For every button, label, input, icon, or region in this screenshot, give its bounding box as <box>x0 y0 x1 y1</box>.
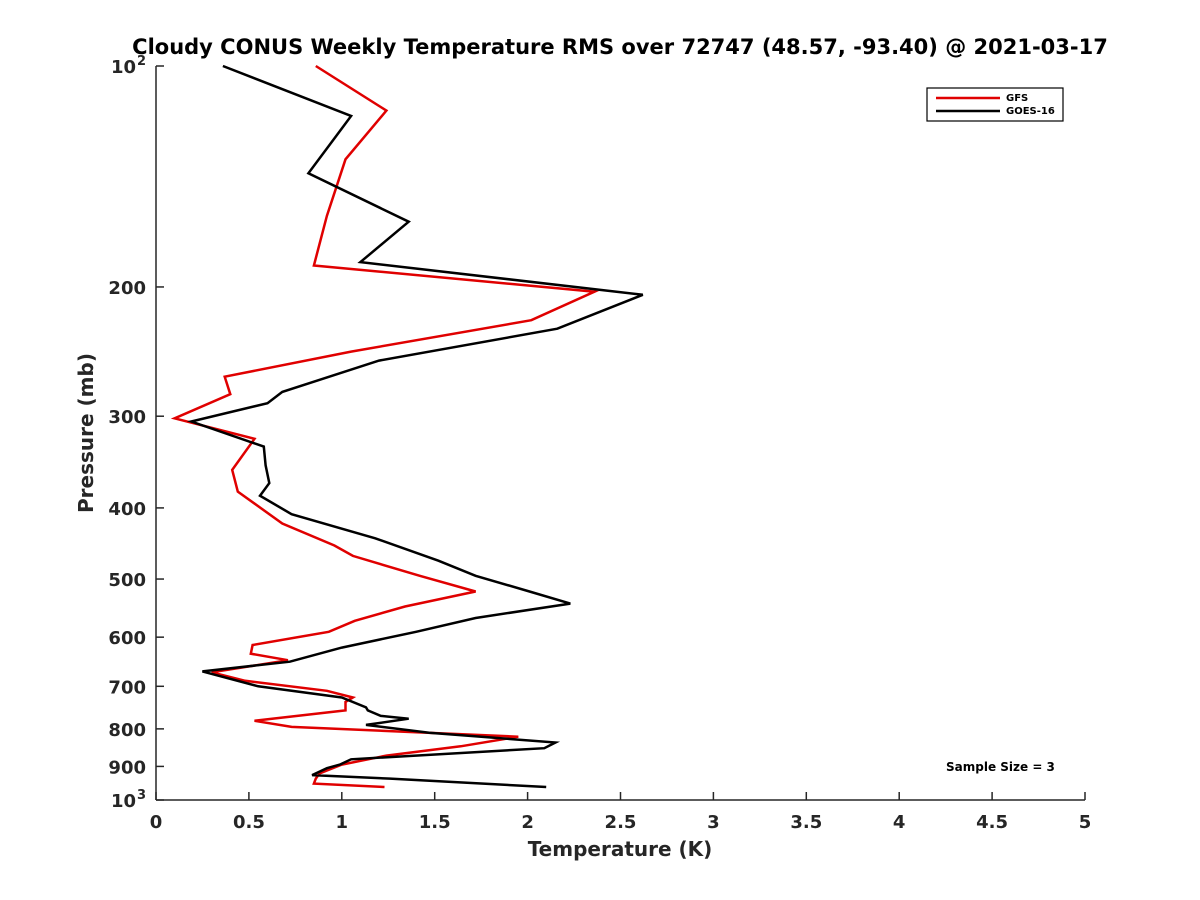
x-tick-label: 4.5 <box>976 812 1008 833</box>
x-axis-ticks: 0 0.5 1 1.5 2 2.5 3 3.5 4 4.5 5 <box>150 792 1092 833</box>
x-axis-label: Temperature (K) <box>528 837 713 861</box>
series-line-gfs <box>170 64 600 789</box>
x-tick-label: 2 <box>521 812 534 833</box>
x-tick-label: 5 <box>1079 812 1092 833</box>
legend-box <box>926 87 1064 122</box>
y-tick-label: 10 <box>111 791 136 812</box>
x-tick-label: 4 <box>893 812 906 833</box>
y-tick-exponent: 3 <box>137 788 146 803</box>
x-tick-label: 1.5 <box>419 812 451 833</box>
legend: GFS GOES-16 <box>926 87 1064 122</box>
y-tick-label: 200 <box>108 278 146 299</box>
legend-label-goes16: GOES-16 <box>1006 106 1055 117</box>
x-tick-label: 0.5 <box>233 812 265 833</box>
plot-area: 0 0.5 1 1.5 2 2.5 3 3.5 4 4.5 5 10 2200300400500600… <box>108 54 1091 833</box>
y-tick-label: 700 <box>108 677 146 698</box>
sample-size-annotation: Sample Size = 3 <box>946 760 1055 774</box>
y-tick-label: 500 <box>108 570 146 591</box>
y-tick-label: 900 <box>108 757 146 778</box>
y-tick-label: 400 <box>108 499 146 520</box>
series-lines <box>170 64 644 789</box>
x-tick-label: 0 <box>150 812 163 833</box>
y-tick-label: 800 <box>108 720 146 741</box>
y-tick-label: 600 <box>108 628 146 649</box>
chart-title: Cloudy CONUS Weekly Temperature RMS over… <box>132 35 1108 59</box>
x-tick-label: 3 <box>707 812 720 833</box>
x-tick-label: 3.5 <box>790 812 822 833</box>
y-tick-label: 300 <box>108 407 146 428</box>
legend-label-gfs: GFS <box>1006 93 1028 104</box>
y-tick-exponent: 2 <box>137 54 146 69</box>
x-tick-label: 1 <box>336 812 349 833</box>
y-axis-label: Pressure (mb) <box>74 353 98 513</box>
x-tick-label: 2.5 <box>605 812 637 833</box>
y-tick-label: 10 <box>111 57 136 78</box>
series-line-goes16 <box>186 64 644 789</box>
